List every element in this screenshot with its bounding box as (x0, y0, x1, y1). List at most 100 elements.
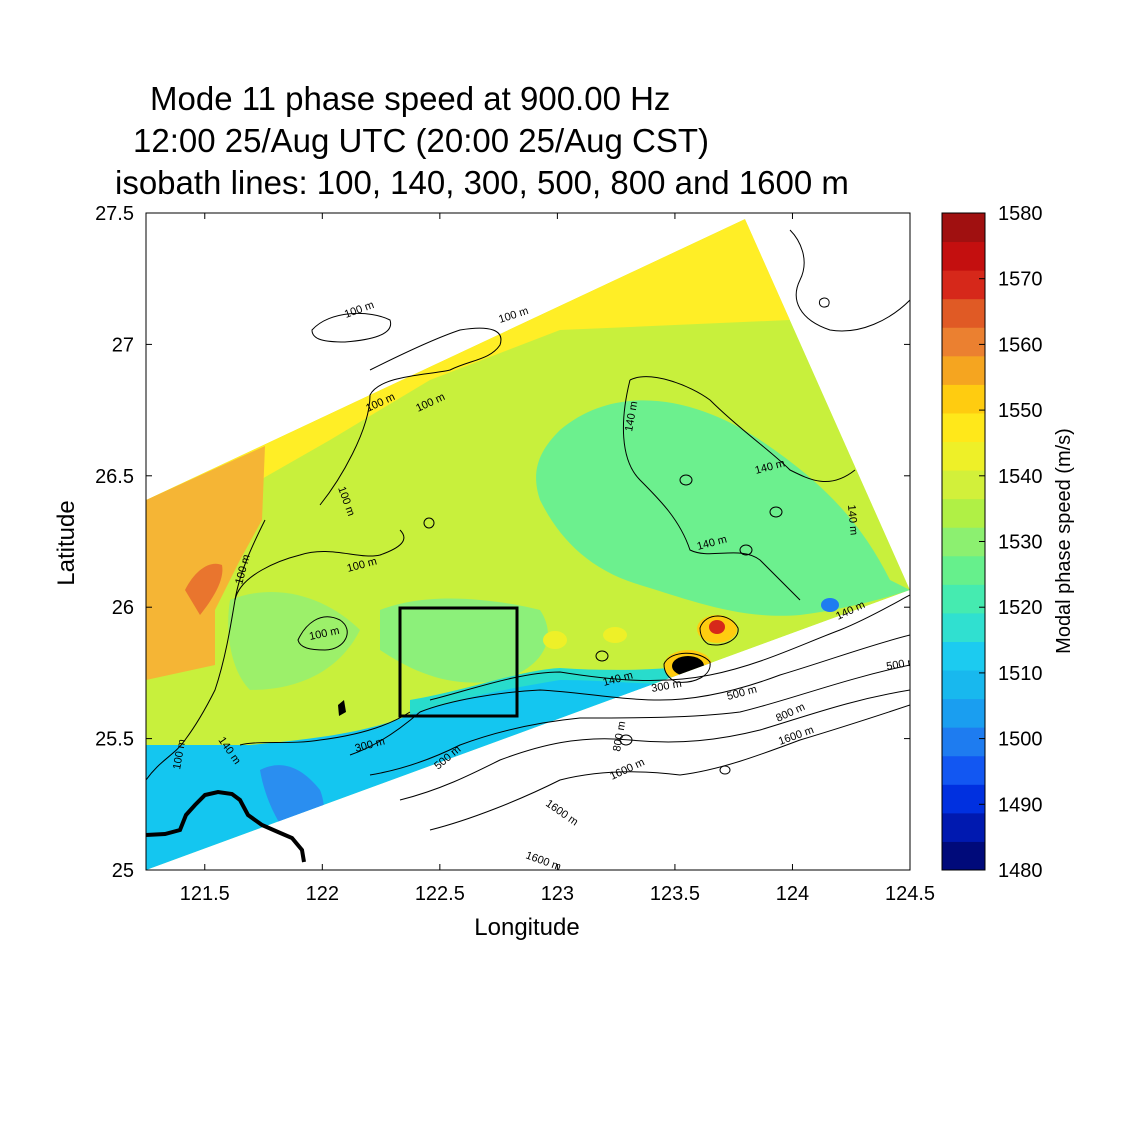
label-800-a: 800 m (774, 701, 807, 725)
study-area-box (398, 606, 519, 718)
isobath-100-west-b (234, 529, 405, 601)
colorbar-swatch (942, 384, 985, 414)
field-yellow-band (146, 219, 790, 560)
isobath-140-east-loop (623, 379, 801, 601)
isobath-small-4 (423, 517, 435, 529)
coastline (146, 789, 306, 863)
field-orange-west (146, 446, 265, 680)
field-red-spot-west (185, 563, 223, 615)
isobath-small-3 (595, 650, 609, 662)
colorbar-swatch (942, 584, 985, 614)
colorbar-swatch (942, 241, 985, 271)
isobath-eddy-ring (699, 615, 739, 646)
eddy-south-inner (672, 656, 704, 676)
colorbar-swatch (942, 755, 985, 785)
colorbar-tick-label: 1500 (998, 729, 1043, 751)
colorbar-swatch (942, 612, 985, 642)
colorbar-tick-label: 1540 (998, 466, 1043, 488)
colorbar-swatch (942, 698, 985, 728)
label-1600-c: 1600 m (543, 798, 580, 829)
y-tick-label: 27 (112, 334, 134, 356)
colorbar-swatch (942, 841, 985, 871)
label-1600-b: 1600 m (608, 756, 646, 782)
colorbar-swatch (942, 412, 985, 443)
isobath-small-2 (739, 544, 753, 556)
field-base (146, 219, 910, 870)
colorbar-tick-label: 1560 (998, 334, 1043, 356)
eddy-mid-spot (603, 627, 627, 643)
colorbar-swatch (942, 298, 985, 328)
isobath-100-blob-north (311, 312, 392, 343)
label-500-c: 500 m (885, 656, 917, 673)
plot-frame (145, 212, 911, 871)
label-100-h: 100 m (171, 738, 188, 770)
y-tick-label: 25 (112, 860, 134, 882)
x-tick-label: 122 (306, 883, 339, 905)
colorbar-swatch (942, 784, 985, 814)
y-tick-label: 26 (112, 597, 134, 619)
isobath-lines (146, 229, 910, 831)
label-1600-a: 1600 m (777, 724, 816, 748)
colorbar-swatch (942, 555, 985, 585)
eddy-blue-spot (821, 598, 839, 612)
colorbar-tick-label: 1510 (998, 663, 1043, 685)
y-tick-label: 27.5 (95, 203, 134, 225)
colorbar-swatch (942, 641, 985, 671)
isobath-small-1 (679, 474, 693, 486)
isobath-small-5 (769, 506, 783, 518)
eddy-east-inner (709, 620, 725, 634)
colorbar-swatch (942, 498, 985, 528)
isobath-eddy-ring-2 (663, 652, 711, 683)
isobath-800 (399, 689, 910, 801)
colorbar-swatch (942, 527, 985, 557)
colorbar-tick-label: 1570 (998, 269, 1043, 291)
colorbar-swatch (942, 270, 985, 300)
isobath-1600 (429, 704, 910, 831)
x-tick-label: 124.5 (885, 883, 935, 905)
isobath-140-west (239, 711, 411, 746)
label-100-a: 100 m (343, 299, 376, 321)
isobath-300 (349, 634, 910, 756)
label-500-a: 500 m (726, 683, 759, 703)
isobath-small-7 (719, 765, 731, 775)
colorbar-swatch (942, 441, 985, 471)
label-800-b: 800 m (611, 720, 628, 752)
colorbar-frame (941, 212, 986, 871)
colorbar-swatch (942, 355, 985, 385)
colorbar-tick-label: 1490 (998, 794, 1043, 816)
island-patch (338, 700, 346, 716)
colorbar-label: Modal phase speed (m/s) (1053, 428, 1075, 654)
field-green-east (536, 400, 910, 616)
colorbar-swatch (942, 470, 985, 500)
isobath-500 (369, 664, 910, 776)
y-ticks: 25 25.5 26 26.5 27 27.5 (95, 203, 910, 882)
colorbar-tick-label: 1550 (998, 400, 1043, 422)
x-tick-label: 123.5 (650, 883, 700, 905)
title-line-1: Mode 11 phase speed at 900.00 Hz (150, 80, 671, 117)
colorbar-swatch (942, 727, 985, 757)
x-ticks: 121.5 122 122.5 123 123.5 124 124.5 (180, 213, 935, 905)
y-axis-label: Latitude (53, 500, 80, 585)
colorbar-tick-label: 1480 (998, 860, 1043, 882)
label-300-b: 300 m (650, 678, 682, 695)
x-tick-label: 122.5 (415, 883, 465, 905)
x-tick-label: 123 (541, 883, 574, 905)
colorbar-tick-label: 1580 (998, 203, 1043, 225)
isobath-140-east (629, 376, 856, 483)
isobath-100-mid (297, 616, 348, 651)
y-tick-label: 25.5 (95, 729, 134, 751)
x-axis-label: Longitude (474, 914, 579, 941)
y-tick-label: 26.5 (95, 466, 134, 488)
label-140-g: 140 m (845, 504, 860, 536)
title-line-2: 12:00 25/Aug UTC (20:00 25/Aug CST) (133, 122, 709, 159)
colorbar-swatch (942, 327, 985, 357)
colorbar-swatch (942, 812, 985, 842)
isobath-ne-loop (819, 297, 830, 308)
colorbar-tick-label: 1520 (998, 597, 1043, 619)
isobath-small-6 (619, 734, 633, 746)
title-line-3: isobath lines: 100, 140, 300, 500, 800 a… (115, 164, 849, 201)
phase-speed-field: 100 m 100 m 100 m 100 m 100 m 100 m 100 … (146, 219, 917, 870)
isobath-100-north (319, 327, 502, 506)
label-140-a: 140 m (623, 400, 640, 432)
